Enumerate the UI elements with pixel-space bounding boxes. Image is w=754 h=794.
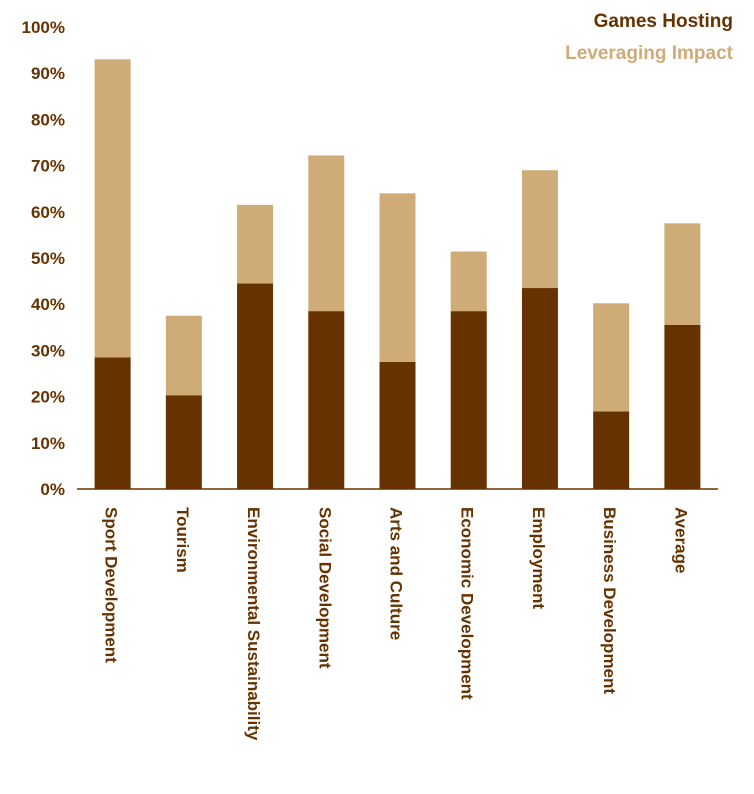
bar-games-hosting <box>521 288 558 489</box>
x-tick-label: Employment <box>529 507 548 609</box>
bar-games-hosting <box>379 361 416 489</box>
bar-leveraging-impact <box>237 204 274 284</box>
bar-games-hosting <box>450 311 487 489</box>
y-tick-label: 80% <box>31 110 65 129</box>
bar-games-hosting <box>664 324 701 489</box>
x-tick-label: Sport Development <box>102 507 121 663</box>
x-tick-label: Average <box>671 507 690 573</box>
bar-leveraging-impact <box>308 155 345 312</box>
x-tick-label: Business Development <box>600 507 619 694</box>
y-tick-label: 50% <box>31 249 65 268</box>
bar-games-hosting <box>593 411 630 489</box>
legend-entry: Games Hosting <box>594 11 733 32</box>
legend-entry: Leveraging Impact <box>565 43 734 64</box>
y-tick-label: 60% <box>31 203 65 222</box>
bar-leveraging-impact <box>521 170 558 289</box>
bar-leveraging-impact <box>379 193 416 362</box>
bar-leveraging-impact <box>165 315 202 396</box>
x-tick-label: Social Development <box>315 507 334 669</box>
y-tick-label: 10% <box>31 434 65 453</box>
bar-games-hosting <box>165 395 202 489</box>
bars <box>94 59 701 489</box>
y-tick-label: 0% <box>40 480 65 499</box>
bar-games-hosting <box>94 357 131 489</box>
bar-leveraging-impact <box>94 59 131 358</box>
legend: Games Hosting Leveraging Impact <box>565 11 734 64</box>
x-tick-label: Environmental Sustainability <box>244 507 263 741</box>
bar-games-hosting <box>308 311 345 489</box>
y-tick-label: 70% <box>31 157 65 176</box>
bar-leveraging-impact <box>593 303 630 412</box>
bar-games-hosting <box>237 283 274 489</box>
y-tick-label: 20% <box>31 388 65 407</box>
y-axis: 0% 10% 20% 30% 40% 50% 60% 70% 80% 90% 100% <box>22 18 65 499</box>
x-tick-label: Arts and Culture <box>387 507 406 640</box>
y-tick-label: 40% <box>31 295 65 314</box>
x-tick-label: Economic Development <box>458 507 477 700</box>
bar-leveraging-impact <box>664 223 701 325</box>
y-tick-label: 30% <box>31 341 65 360</box>
bar-leveraging-impact <box>450 251 487 312</box>
y-tick-label: 90% <box>31 64 65 83</box>
x-axis: Sport Development Tourism Environmental Su… <box>102 507 691 741</box>
x-tick-label: Tourism <box>173 507 192 573</box>
y-tick-label: 100% <box>22 18 65 37</box>
